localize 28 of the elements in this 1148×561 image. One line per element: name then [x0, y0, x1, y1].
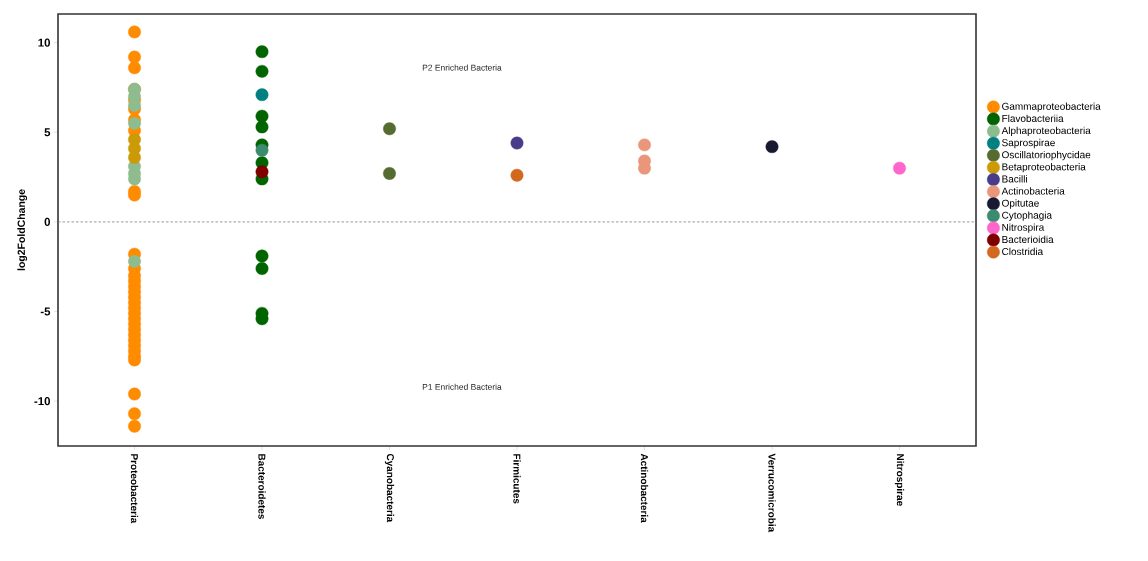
x-tick-label: Nitrospirae — [894, 454, 905, 506]
y-tick-label: 5 — [44, 128, 51, 137]
x-tick-label: Cyanobacteria — [384, 453, 395, 523]
y-tick-label: -10 — [34, 397, 51, 406]
legend-label: Bacterioidia — [1002, 235, 1054, 243]
legend-label: Saprospirae — [1002, 138, 1055, 149]
y-tick-label: -5 — [40, 307, 51, 316]
annotation: P2 Enriched Bacteria — [422, 64, 502, 71]
x-tick-label: Proteobacteria — [130, 454, 139, 524]
legend-label: Bacilli — [1002, 175, 1027, 183]
legend-label: Betaproteobacteria — [1002, 163, 1086, 173]
legend-label: Cytophagia — [1002, 211, 1052, 221]
legend-label: Oscillatoriophycidae — [1002, 150, 1091, 161]
legend-label: Actinobacteria — [1001, 187, 1065, 195]
legend-label: Nitrospira — [1002, 223, 1045, 233]
legend-label: Alphaproteobacteria — [1001, 126, 1091, 137]
x-tick-label: Bacteroidetes — [258, 454, 266, 519]
x-tick-label: Firmicutes — [513, 454, 521, 504]
annotation: P1 Enriched Bacteria — [422, 383, 502, 390]
legend-label: Gammaproteobacteria — [1002, 102, 1101, 112]
y-tick-label: 10 — [38, 38, 51, 47]
x-tick-label: Actinobacteria — [640, 453, 649, 523]
y-tick-label: 0 — [44, 217, 51, 226]
legend-label: Opitutae — [1002, 199, 1039, 209]
legend-label: Clostridia — [1002, 247, 1044, 256]
x-tick-label: Verrucomicrobia — [768, 453, 776, 533]
y-axis-title: log2FoldChange — [17, 189, 28, 271]
legend-label: Flavobacteriia — [1002, 114, 1064, 122]
